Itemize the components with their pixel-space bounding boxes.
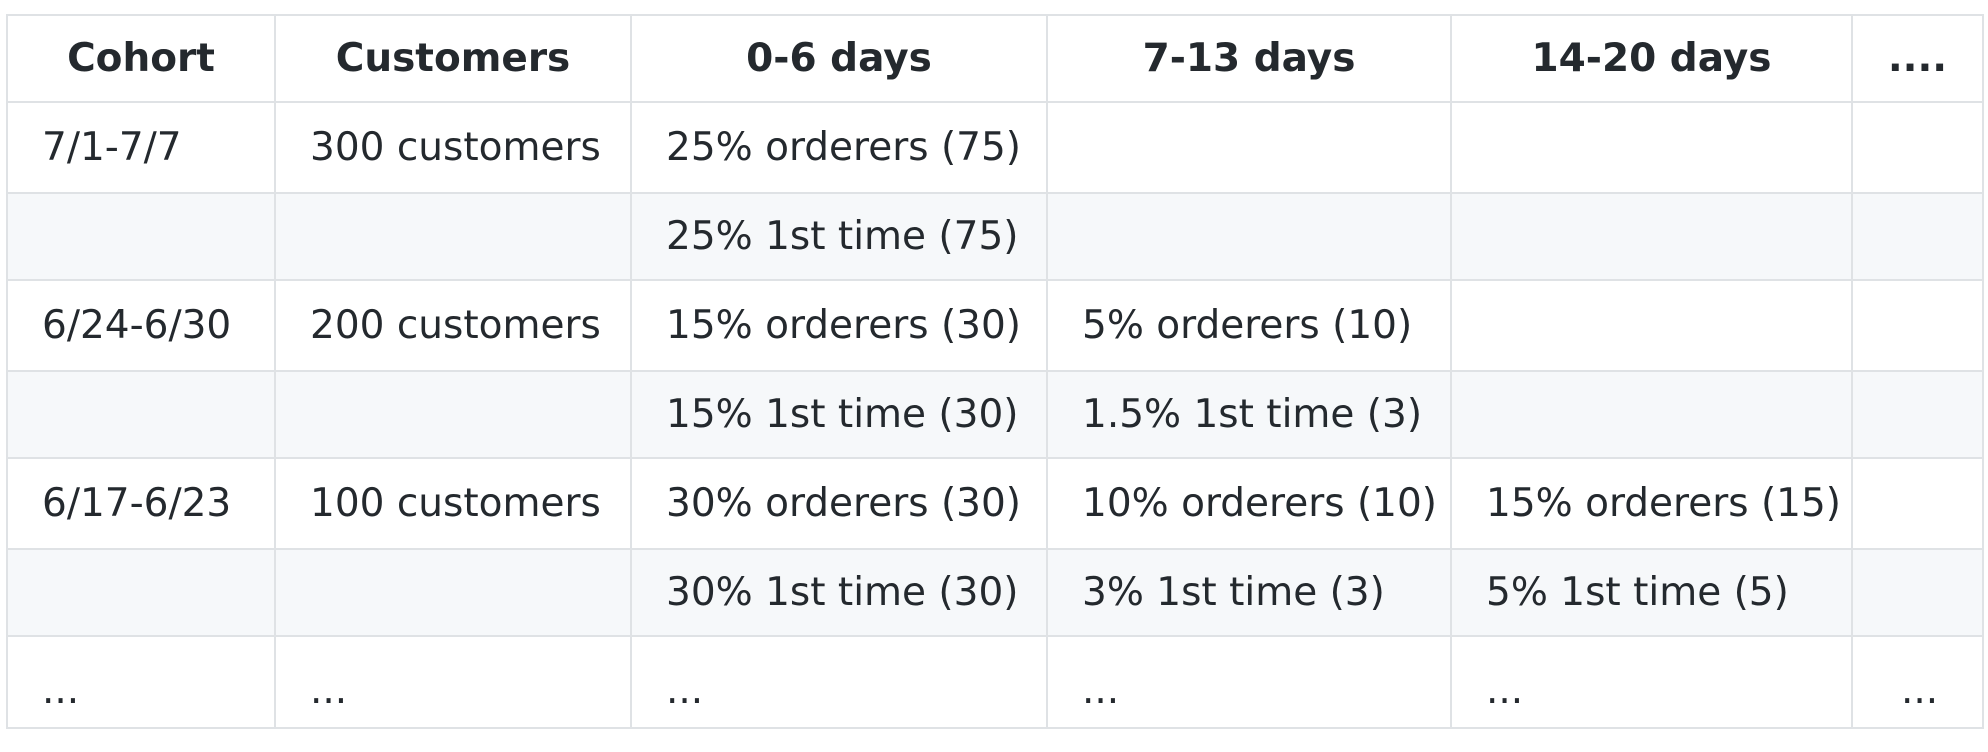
table-cell (274, 192, 632, 281)
table-cell (6, 370, 276, 459)
header-more-columns: .... (1851, 14, 1984, 103)
table-cell: 300 customers (274, 101, 632, 194)
cohort-table-container: Cohort Customers 0-6 days 7-13 days 14-2… (6, 14, 1984, 729)
table-cell: 3% 1st time (3) (1046, 548, 1452, 637)
table-cell: 5% orderers (10) (1046, 279, 1452, 372)
header-0-6-days: 0-6 days (630, 14, 1048, 103)
table-row: 25% 1st time (75) (6, 192, 1984, 281)
table-cell: ... (1851, 635, 1984, 729)
table-cell (6, 548, 276, 637)
table-cell: 30% orderers (30) (630, 457, 1048, 550)
table-cell: ... (274, 635, 632, 729)
table-cell: 25% orderers (75) (630, 101, 1048, 194)
table-cell (1851, 370, 1984, 459)
table-cell (1851, 548, 1984, 637)
table-cell: 25% 1st time (75) (630, 192, 1048, 281)
table-cell (274, 548, 632, 637)
table-cell: 100 customers (274, 457, 632, 550)
table-row: 6/17-6/23 100 customers 30% orderers (30… (6, 457, 1984, 550)
table-cell: 10% orderers (10) (1046, 457, 1452, 550)
table-cell: 1.5% 1st time (3) (1046, 370, 1452, 459)
table-cell: 5% 1st time (5) (1450, 548, 1853, 637)
table-cell: 6/24-6/30 (6, 279, 276, 372)
table-cell: ... (630, 635, 1048, 729)
table-cell (1851, 457, 1984, 550)
table-row-continuation: ... ... ... ... ... ... (6, 635, 1984, 729)
table-cell (1450, 101, 1853, 194)
table-row: 6/24-6/30 200 customers 15% orderers (30… (6, 279, 1984, 372)
header-cohort: Cohort (6, 14, 276, 103)
table-cell: 15% orderers (30) (630, 279, 1048, 372)
table-cell: ... (6, 635, 276, 729)
table-cell (1450, 279, 1853, 372)
table-row: 15% 1st time (30) 1.5% 1st time (3) (6, 370, 1984, 459)
table-cell: 30% 1st time (30) (630, 548, 1048, 637)
header-customers: Customers (274, 14, 632, 103)
table-cell: 200 customers (274, 279, 632, 372)
table-cell (274, 370, 632, 459)
table-header-row: Cohort Customers 0-6 days 7-13 days 14-2… (6, 14, 1984, 103)
table-cell (6, 192, 276, 281)
table-cell: 15% orderers (15) (1450, 457, 1853, 550)
table-cell: 15% 1st time (30) (630, 370, 1048, 459)
table-cell: 6/17-6/23 (6, 457, 276, 550)
table-cell (1450, 370, 1853, 459)
table-cell (1851, 101, 1984, 194)
header-14-20-days: 14-20 days (1450, 14, 1853, 103)
table-cell (1851, 279, 1984, 372)
header-7-13-days: 7-13 days (1046, 14, 1452, 103)
table-cell: 7/1-7/7 (6, 101, 276, 194)
table-cell: ... (1450, 635, 1853, 729)
table-row: 30% 1st time (30) 3% 1st time (3) 5% 1st… (6, 548, 1984, 637)
table-cell (1450, 192, 1853, 281)
table-row: 7/1-7/7 300 customers 25% orderers (75) (6, 101, 1984, 194)
table-cell (1851, 192, 1984, 281)
table-cell (1046, 192, 1452, 281)
table-cell: ... (1046, 635, 1452, 729)
table-cell (1046, 101, 1452, 194)
cohort-table: Cohort Customers 0-6 days 7-13 days 14-2… (6, 14, 1984, 729)
